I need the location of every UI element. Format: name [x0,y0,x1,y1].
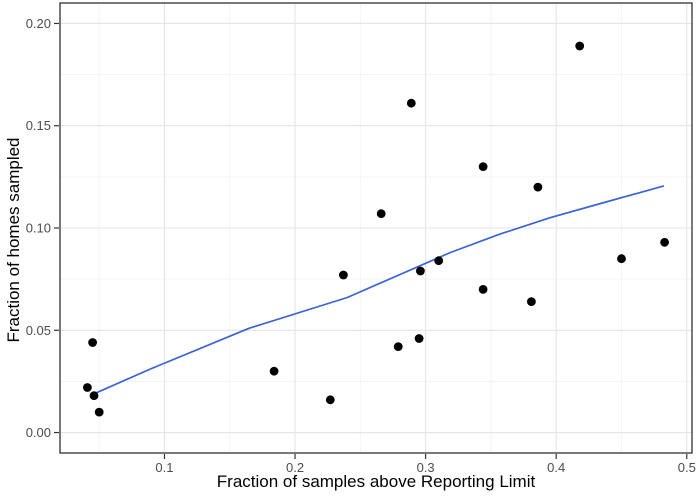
gridlines-major [60,3,692,453]
data-point [478,285,488,294]
x-tick-label: 0.1 [155,460,173,475]
y-tick-label: 0.10 [26,221,51,236]
y-tick-label: 0.15 [26,118,51,133]
y-tick-label: 0.20 [26,16,51,31]
data-points [83,41,669,417]
data-point [434,256,444,266]
y-tick-label: 0.00 [26,425,51,440]
data-point [533,182,543,192]
data-point [83,383,92,392]
data-point [339,270,348,280]
data-point [94,407,104,417]
x-axis-title: Fraction of samples above Reporting Limi… [216,472,536,491]
smooth-line [95,185,665,394]
data-point [414,334,424,343]
data-point [269,366,279,376]
data-point [617,254,626,264]
x-tick-label: 0.5 [678,460,696,475]
axis-ticks [54,22,688,459]
y-axis-title: Fraction of homes sampled [4,137,23,343]
x-tick-label: 0.2 [286,460,304,475]
data-point [89,391,99,401]
data-point [478,162,488,172]
x-tick-label: 0.4 [547,460,565,475]
axis-tick-labels: 0.1 0.2 0.3 0.4 0.5 0.00 0.05 0.10 0.15 0.20 [26,16,696,475]
data-point [406,98,416,108]
data-point [416,266,425,276]
data-point [575,41,585,51]
data-point [376,209,386,219]
data-point [88,338,97,347]
y-tick-label: 0.05 [26,323,51,338]
data-point [660,237,669,247]
panel-border [59,2,693,454]
x-tick-label: 0.3 [417,460,435,475]
data-point [393,342,403,351]
data-point [325,395,335,405]
data-point [527,297,536,306]
